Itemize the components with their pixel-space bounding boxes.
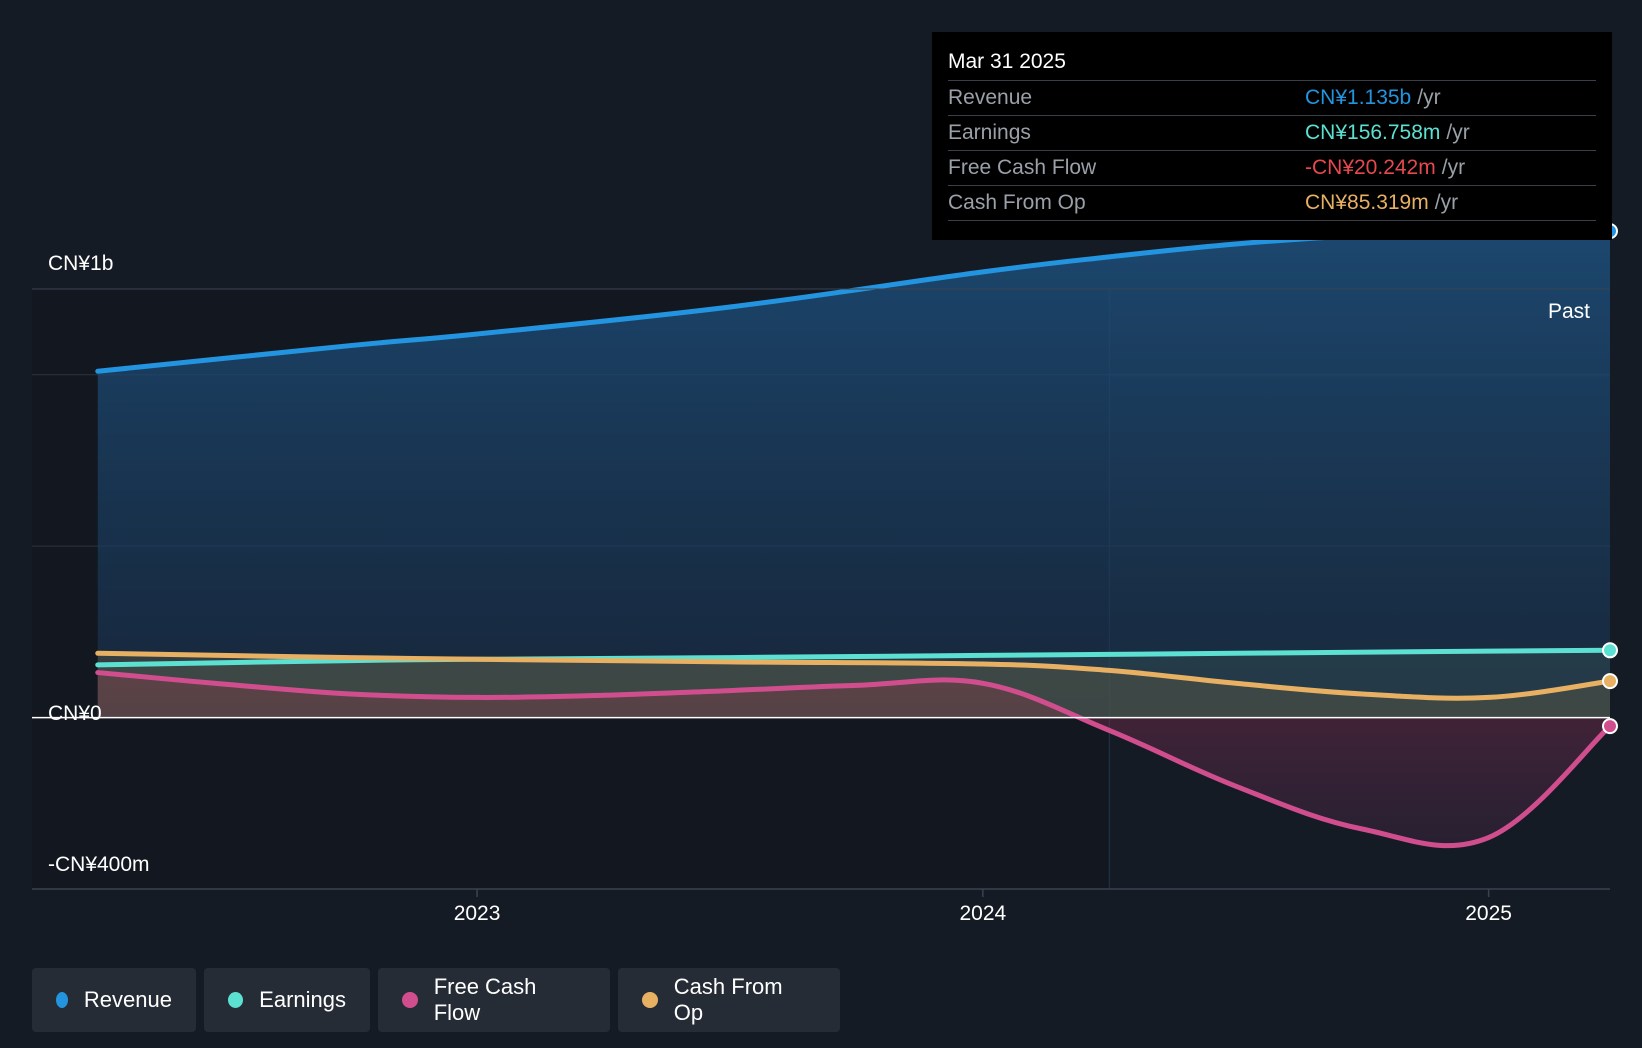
legend-dot-icon xyxy=(228,992,244,1008)
legend-item-earnings[interactable]: Earnings xyxy=(204,968,370,1032)
tooltip-label: Cash From Op xyxy=(948,191,1086,214)
tooltip-row-earnings: Earnings CN¥156.758m /yr xyxy=(948,116,1596,151)
series-line-free-cash-flow xyxy=(95,670,1613,849)
tooltip-unit: /yr xyxy=(1441,156,1466,179)
tooltip-label: Free Cash Flow xyxy=(948,156,1097,179)
y-tick-label: CN¥1b xyxy=(48,252,114,275)
tooltip-row-free-cash-flow: Free Cash Flow -CN¥20.242m /yr xyxy=(948,151,1596,186)
chart-legend: Revenue Earnings Free Cash Flow Cash Fro… xyxy=(32,968,840,1032)
tooltip-row-cash-from-op: Cash From Op CN¥85.319m /yr xyxy=(948,186,1596,221)
tooltip-label: Earnings xyxy=(948,121,1031,144)
tooltip-value: CN¥156.758m xyxy=(1305,121,1441,144)
x-tick-label: 2024 xyxy=(959,902,1007,925)
legend-dot-icon xyxy=(642,992,658,1008)
series-line-cash-from-op xyxy=(95,650,1613,701)
y-tick-label: CN¥0 xyxy=(48,702,102,725)
data-tooltip: Mar 31 2025 Revenue CN¥1.135b /yr Earnin… xyxy=(932,32,1612,240)
tooltip-unit: /yr xyxy=(1417,86,1441,109)
legend-label: Earnings xyxy=(259,987,346,1012)
tooltip-value: CN¥1.135b xyxy=(1305,86,1412,109)
legend-dot-icon xyxy=(56,992,68,1008)
series-area-revenue xyxy=(97,230,1610,718)
tooltip-row-revenue: Revenue CN¥1.135b /yr xyxy=(948,81,1596,116)
legend-label: Revenue xyxy=(83,987,172,1012)
past-label: Past xyxy=(1548,300,1591,323)
tooltip-label: Revenue xyxy=(948,86,1033,109)
legend-label: Free Cash Flow xyxy=(433,974,537,1025)
y-tick-label: -CN¥400m xyxy=(48,853,150,876)
tooltip-date: Mar 31 2025 xyxy=(948,46,1596,81)
series-endpoint xyxy=(1602,718,1618,735)
x-tick-label: 2023 xyxy=(453,902,501,925)
legend-label: Cash From Op xyxy=(673,974,783,1025)
tooltip-unit: /yr xyxy=(1446,121,1470,144)
series-area-free-cash-flow xyxy=(97,672,1610,846)
series-line-earnings xyxy=(95,647,1613,668)
tooltip-unit: /yr xyxy=(1434,191,1459,214)
legend-dot-icon xyxy=(402,992,418,1008)
legend-item-revenue[interactable]: Revenue xyxy=(32,968,196,1032)
series-endpoint xyxy=(1602,642,1618,659)
tooltip-value: CN¥85.319m xyxy=(1305,191,1429,214)
legend-item-cash-from-op[interactable]: Cash From Op xyxy=(618,968,840,1032)
legend-item-free-cash-flow[interactable]: Free Cash Flow xyxy=(378,968,610,1032)
tooltip-value: -CN¥20.242m xyxy=(1305,156,1436,179)
series-endpoint xyxy=(1602,673,1618,690)
x-axis xyxy=(32,288,1610,897)
x-tick-label: 2025 xyxy=(1465,902,1512,925)
